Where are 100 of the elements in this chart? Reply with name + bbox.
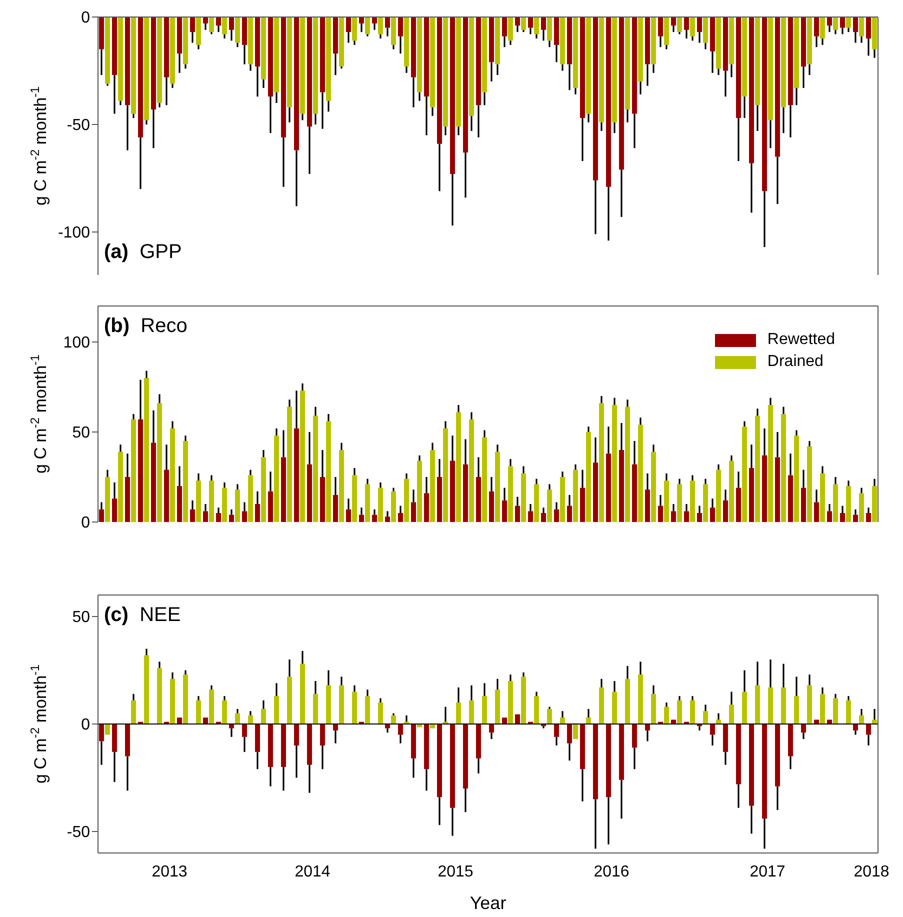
bar — [866, 513, 871, 522]
bar — [222, 700, 227, 724]
bar — [580, 488, 585, 522]
bar — [216, 513, 221, 522]
x-tick-label: 2015 — [438, 863, 474, 880]
bar — [203, 511, 208, 522]
bar — [710, 508, 715, 522]
bar — [502, 500, 507, 522]
bar — [853, 724, 858, 730]
bar — [391, 491, 396, 522]
bar — [300, 390, 305, 522]
bar — [313, 694, 318, 724]
bar — [430, 450, 435, 522]
bar — [690, 480, 695, 522]
y-tick-label: 50 — [72, 424, 90, 442]
bar — [723, 724, 728, 752]
bar — [794, 696, 799, 724]
bar — [183, 674, 188, 724]
bar — [710, 724, 715, 735]
bar — [450, 460, 455, 522]
bar — [651, 452, 656, 522]
bar — [729, 704, 734, 724]
bar — [365, 696, 370, 724]
bar — [729, 460, 734, 522]
bar — [495, 452, 500, 522]
bar — [482, 437, 487, 522]
bar — [300, 664, 305, 724]
bar — [723, 500, 728, 522]
bar — [183, 441, 188, 522]
bar — [567, 506, 572, 522]
bar — [99, 724, 104, 742]
bar — [339, 450, 344, 522]
bar — [521, 473, 526, 522]
bar — [736, 488, 741, 522]
bar — [352, 475, 357, 522]
bar — [190, 509, 195, 522]
bar — [638, 424, 643, 522]
bar — [853, 514, 858, 522]
text: (a) GPP — [104, 241, 182, 264]
bar — [820, 694, 825, 724]
bar — [807, 685, 812, 724]
bar — [229, 514, 234, 522]
bar — [144, 378, 149, 522]
bar — [476, 724, 481, 758]
bar — [398, 513, 403, 522]
y-tick-label: -50 — [66, 824, 90, 842]
bar — [105, 477, 110, 522]
bar — [352, 692, 357, 724]
bar — [697, 513, 702, 522]
bar — [716, 470, 721, 522]
bar — [593, 724, 598, 800]
bar — [131, 700, 136, 724]
legend-label: Drained — [767, 352, 824, 372]
bar — [619, 450, 624, 522]
x-axis-title: Year — [470, 893, 506, 913]
bar — [248, 475, 253, 522]
bar — [450, 724, 455, 808]
bar — [274, 696, 279, 724]
bar — [339, 685, 344, 724]
bar — [671, 511, 676, 522]
bar — [489, 724, 494, 733]
bar — [593, 462, 598, 522]
bar — [118, 452, 123, 522]
bar — [144, 655, 149, 724]
bar — [846, 486, 851, 522]
bar — [859, 715, 864, 724]
bar — [664, 480, 669, 522]
bar — [606, 724, 611, 798]
bar — [833, 484, 838, 522]
x-tick-label: 2013 — [152, 863, 188, 880]
bar — [196, 480, 201, 522]
bar — [248, 715, 253, 724]
bar — [313, 416, 318, 522]
bar — [170, 428, 175, 522]
bar — [138, 419, 143, 522]
bar — [736, 724, 741, 784]
bar — [157, 403, 162, 522]
bar — [203, 718, 208, 724]
bar — [840, 513, 845, 522]
bar — [469, 419, 474, 522]
bar — [560, 477, 565, 522]
bar — [586, 718, 591, 724]
bar — [125, 477, 130, 522]
bar — [508, 681, 513, 724]
bar — [456, 412, 461, 522]
bar — [320, 477, 325, 522]
y-tick-label: -50 — [66, 117, 90, 134]
bar — [807, 446, 812, 522]
y-tick-label: 0 — [81, 716, 90, 734]
bar — [742, 426, 747, 522]
bar — [651, 694, 656, 724]
bar — [508, 466, 513, 522]
bar — [359, 514, 364, 522]
x-tick-label: 2017 — [750, 863, 786, 880]
bar — [255, 504, 260, 522]
bar — [781, 414, 786, 522]
bar — [378, 702, 383, 724]
bar — [151, 442, 156, 522]
bar — [801, 724, 806, 733]
bar — [859, 493, 864, 522]
